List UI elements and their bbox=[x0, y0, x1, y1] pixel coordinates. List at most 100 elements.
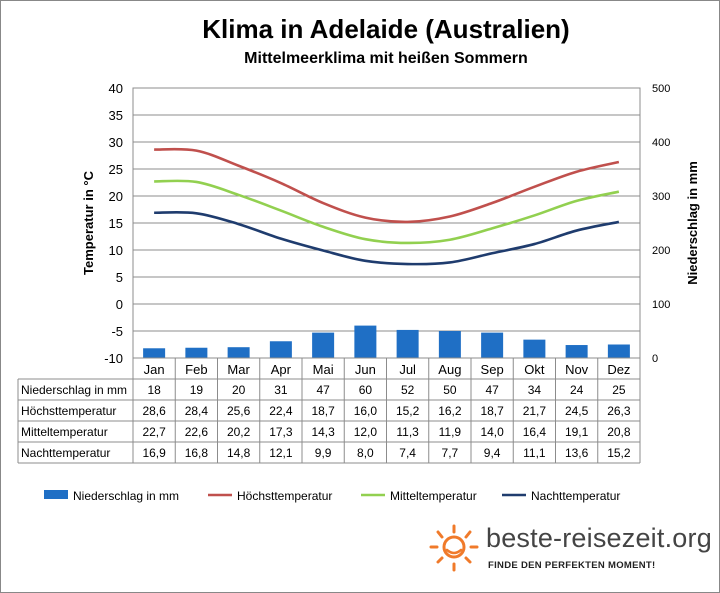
y-tick-left: 10 bbox=[109, 243, 123, 258]
legend-label: Höchsttemperatur bbox=[237, 489, 332, 503]
table-cell: 9,4 bbox=[484, 446, 501, 460]
table-cell: 18,7 bbox=[480, 404, 504, 418]
legend-label: Mitteltemperatur bbox=[390, 489, 477, 503]
y-tick-left: 30 bbox=[109, 135, 123, 150]
y-tick-left: -10 bbox=[104, 351, 123, 366]
precip-bar bbox=[312, 332, 335, 358]
series-line-3 bbox=[154, 211, 620, 266]
precip-bar bbox=[565, 345, 588, 358]
table-cell: 11,3 bbox=[396, 425, 419, 439]
y-tick-left: -5 bbox=[111, 324, 123, 339]
precip-bar bbox=[185, 347, 208, 358]
table-cell: 16,0 bbox=[354, 404, 378, 418]
y-tick-right: 200 bbox=[652, 245, 670, 257]
y-tick-left: 20 bbox=[109, 189, 123, 204]
table-cell: 20,8 bbox=[607, 425, 631, 439]
y-tick-left: 40 bbox=[109, 81, 123, 96]
x-tick-label: Nov bbox=[565, 362, 589, 377]
table-cell: 34 bbox=[528, 383, 542, 397]
table-cell: 25 bbox=[612, 383, 626, 397]
y-tick-right: 500 bbox=[652, 83, 670, 95]
table-cell: 14,0 bbox=[480, 425, 504, 439]
y-tick-right: 400 bbox=[652, 137, 670, 149]
x-tick-label: Mai bbox=[313, 362, 334, 377]
table-cell: 28,4 bbox=[185, 404, 209, 418]
table-cell: 11,1 bbox=[523, 446, 546, 460]
table-cell: 50 bbox=[443, 383, 457, 397]
table-cell: 60 bbox=[359, 383, 373, 397]
table-cell: 19 bbox=[190, 383, 204, 397]
brand-name: beste-reisezeit.org bbox=[486, 523, 712, 553]
table-cell: 16,8 bbox=[185, 446, 209, 460]
precip-bar bbox=[438, 331, 461, 358]
table-cell: 47 bbox=[485, 383, 499, 397]
x-tick-label: Jun bbox=[355, 362, 376, 377]
table-cell: 7,7 bbox=[442, 446, 459, 460]
legend-swatch bbox=[44, 490, 68, 499]
table-cell: 7,4 bbox=[399, 446, 416, 460]
x-tick-label: Sep bbox=[481, 362, 504, 377]
table-row-label: Niederschlag in mm bbox=[21, 383, 127, 397]
legend-label: Niederschlag in mm bbox=[73, 489, 179, 503]
table-cell: 20,2 bbox=[227, 425, 251, 439]
x-tick-label: Jan bbox=[144, 362, 165, 377]
table-cell: 17,3 bbox=[269, 425, 293, 439]
series-line-1 bbox=[154, 147, 620, 224]
y-axis-label-right: Niederschlag in mm bbox=[685, 161, 700, 285]
table-cell: 13,6 bbox=[565, 446, 589, 460]
y-tick-left: 15 bbox=[109, 216, 123, 231]
table-cell: 22,7 bbox=[142, 425, 166, 439]
x-tick-label: Feb bbox=[185, 362, 207, 377]
sun-icon bbox=[429, 524, 479, 572]
table-row-label: Mitteltemperatur bbox=[21, 425, 108, 439]
y-tick-left: 0 bbox=[116, 297, 123, 312]
series-line-2 bbox=[154, 179, 620, 245]
y-tick-left: 5 bbox=[116, 270, 123, 285]
table-cell: 25,6 bbox=[227, 404, 251, 418]
table-cell: 22,4 bbox=[269, 404, 293, 418]
table-cell: 16,9 bbox=[142, 446, 166, 460]
legend-label: Nachttemperatur bbox=[531, 489, 620, 503]
chart-subtitle: Mittelmeerklima mit heißen Sommern bbox=[244, 50, 528, 67]
table-cell: 11,9 bbox=[439, 425, 462, 439]
precip-bar bbox=[607, 344, 630, 358]
table-cell: 15,2 bbox=[396, 404, 420, 418]
chart-title: Klima in Adelaide (Australien) bbox=[202, 14, 570, 44]
table-cell: 18,7 bbox=[311, 404, 335, 418]
table-cell: 19,1 bbox=[565, 425, 589, 439]
table-cell: 24,5 bbox=[565, 404, 589, 418]
table-cell: 8,0 bbox=[357, 446, 374, 460]
precip-bar bbox=[481, 332, 504, 358]
table-cell: 18 bbox=[147, 383, 161, 397]
y-tick-right: 0 bbox=[652, 353, 658, 365]
table-cell: 22,6 bbox=[185, 425, 209, 439]
table-cell: 21,7 bbox=[523, 404, 547, 418]
x-tick-label: Jul bbox=[399, 362, 416, 377]
table-cell: 14,8 bbox=[227, 446, 251, 460]
table-cell: 14,3 bbox=[311, 425, 335, 439]
table-cell: 20 bbox=[232, 383, 246, 397]
y-tick-left: 25 bbox=[109, 162, 123, 177]
precip-bar bbox=[269, 341, 292, 358]
table-cell: 52 bbox=[401, 383, 415, 397]
brand-tagline: FINDE DEN PERFEKTEN MOMENT! bbox=[488, 560, 656, 571]
table-cell: 47 bbox=[316, 383, 330, 397]
brand-logo: beste-reisezeit.org FINDE DEN PERFEKTEN … bbox=[428, 520, 713, 576]
table-cell: 31 bbox=[274, 383, 288, 397]
table-cell: 16,2 bbox=[438, 404, 462, 418]
precip-bar bbox=[354, 325, 377, 358]
x-tick-label: Dez bbox=[607, 362, 630, 377]
y-tick-left: 35 bbox=[109, 108, 123, 123]
precip-bar bbox=[143, 348, 166, 358]
table-row-label: Nachttemperatur bbox=[21, 446, 110, 460]
y-tick-right: 100 bbox=[652, 299, 670, 311]
table-cell: 12,1 bbox=[269, 446, 293, 460]
table-row-label: Höchsttemperatur bbox=[21, 404, 116, 418]
y-axis-label-left: Temperatur in °C bbox=[81, 170, 96, 275]
precip-bar bbox=[227, 347, 250, 358]
table-cell: 15,2 bbox=[607, 446, 631, 460]
precip-bar bbox=[396, 329, 419, 358]
x-tick-label: Okt bbox=[524, 362, 545, 377]
x-tick-label: Aug bbox=[438, 362, 461, 377]
